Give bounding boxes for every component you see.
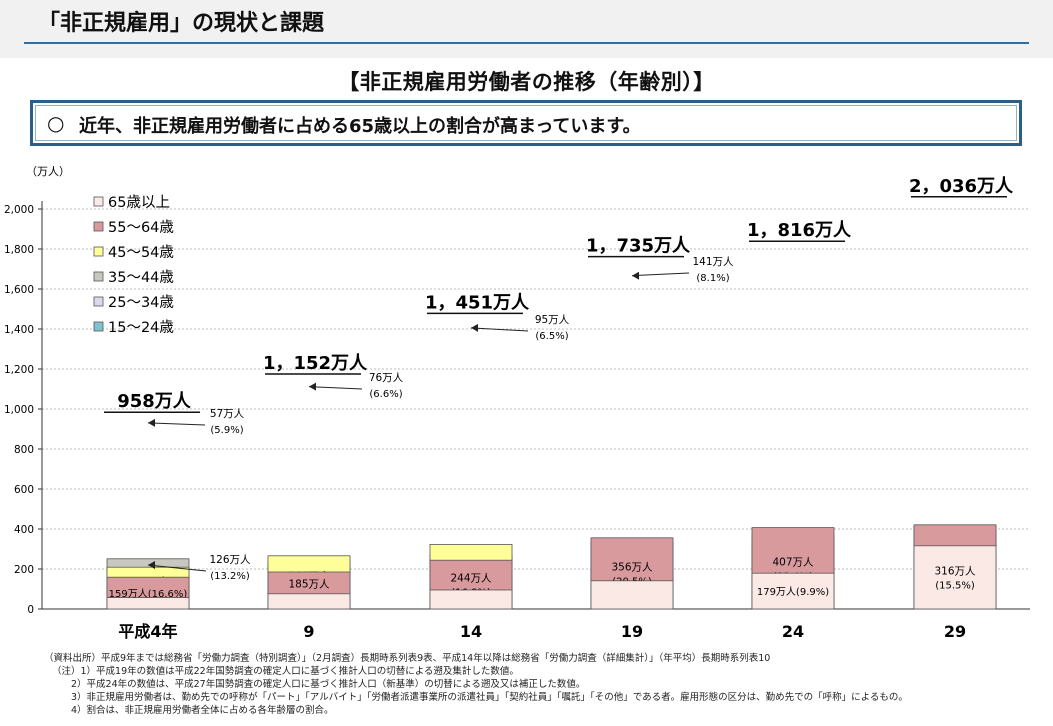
arrow-icon xyxy=(471,323,478,332)
bar-segment xyxy=(590,580,674,610)
note-4: 4）割合は、非正規雇用労働者全体に占める各年齢層の割合。 xyxy=(71,705,334,716)
y-tick-label: 1,200 xyxy=(4,364,34,376)
legend-label: 65歳以上 xyxy=(108,194,170,211)
bar-segment xyxy=(913,545,997,610)
note-source: （資料出所）平成9年までは総務省「労働力調査（特別調査）」（2月調査）長期時系列… xyxy=(44,653,771,664)
callout-label: 76万人 xyxy=(369,372,404,384)
data-label: 244万人 xyxy=(450,573,492,585)
callout-label-pct: (13.2%) xyxy=(210,571,250,582)
chart-heading: 【非正規雇用労働者の推移（年齢別）】 xyxy=(338,70,715,94)
bar-segment xyxy=(267,593,351,610)
total-label: 958万人 xyxy=(117,391,192,412)
arrow-icon xyxy=(148,418,155,427)
y-tick-label: 400 xyxy=(14,524,34,536)
callout-label-pct: (5.9%) xyxy=(210,425,243,436)
callout-label-pct: (6.5%) xyxy=(535,331,568,342)
data-label-pct: (15.5%) xyxy=(935,580,975,591)
callout-line xyxy=(147,422,206,426)
callout-line xyxy=(308,386,363,390)
x-tick-label: 19 xyxy=(621,622,643,641)
page-title: 「非正規雇用」の現状と課題 xyxy=(24,6,1029,44)
y-tick-label: 1,800 xyxy=(4,244,34,256)
circle-bullet-icon: ○ xyxy=(47,111,65,135)
key-point-box: ○ 近年、非正規雇用労働者に占める65歳以上の割合が高まっています。 xyxy=(30,100,1022,146)
legend-swatch xyxy=(93,221,104,232)
data-label: 179万人(9.9%) xyxy=(757,586,829,598)
callout-label: 141万人 xyxy=(692,256,734,268)
arrow-icon xyxy=(309,382,316,391)
callout-line xyxy=(631,272,690,277)
y-tick-label: 200 xyxy=(14,564,34,576)
legend-label: 25～34歳 xyxy=(108,294,174,311)
legend-swatch xyxy=(93,246,104,257)
data-label: 159万人(16.6%) xyxy=(109,588,188,600)
callout-line xyxy=(147,564,207,572)
legend-label: 45～54歳 xyxy=(108,244,174,261)
callout-line xyxy=(470,327,529,332)
callout-label: 95万人 xyxy=(535,314,570,326)
source-notes: （資料出所）平成9年までは総務省「労働力調査（特別調査）」（2月調査）長期時系列… xyxy=(44,652,1034,717)
x-tick-label: 24 xyxy=(782,622,804,641)
callout-label-pct: (8.1%) xyxy=(696,273,729,284)
y-tick-label: 2,000 xyxy=(4,204,34,216)
arrow-icon xyxy=(632,271,639,280)
legend-swatch xyxy=(93,196,104,207)
note-1: （注）1）平成19年の数値は平成22年国勢調査の確定人口に基づく推計人口の切替に… xyxy=(52,666,519,677)
data-label: 316万人 xyxy=(934,565,976,577)
total-label: 1，816万人 xyxy=(747,220,852,241)
bar-segment xyxy=(751,572,835,610)
data-label: 185万人 xyxy=(288,579,330,591)
key-point-text: 近年、非正規雇用労働者に占める65歳以上の割合が高まっています。 xyxy=(79,116,641,137)
stacked-bar-chart: （万人） 0 200 400 600 800 1,000 1,200 1,400 1,600 1,8… xyxy=(4,165,1030,641)
note-3: 3）非正規雇用労働者は、勤め先での呼称が「パート」「アルバイト」「労働者派遣事業… xyxy=(71,692,908,703)
y-unit-label: （万人） xyxy=(26,165,70,178)
y-tick-label: 1,400 xyxy=(4,324,34,336)
legend-swatch xyxy=(93,296,104,307)
callout-label-pct: (6.6%) xyxy=(369,389,402,400)
bar-segment xyxy=(106,597,190,610)
y-tick-label: 1,600 xyxy=(4,284,34,296)
y-tick-label: 1,000 xyxy=(4,404,34,416)
data-label: 356万人 xyxy=(611,561,653,573)
x-tick-label: 9 xyxy=(303,622,314,641)
legend-label: 35～44歳 xyxy=(108,269,174,286)
callout-label: 57万人 xyxy=(210,408,245,420)
x-tick-label: 14 xyxy=(460,622,482,641)
callout-label: 126万人 xyxy=(209,554,251,566)
y-tick-label: 600 xyxy=(14,484,34,496)
legend-swatch xyxy=(93,321,104,332)
total-label: 1，451万人 xyxy=(425,292,530,313)
legend-label: 15～24歳 xyxy=(108,319,174,336)
legend-swatch xyxy=(93,271,104,282)
x-tick-label: 平成4年 xyxy=(118,622,177,641)
data-label: 407万人 xyxy=(772,556,814,568)
y-tick-label: 800 xyxy=(14,444,34,456)
arrow-icon xyxy=(148,561,155,569)
legend-label: 55～64歳 xyxy=(108,219,174,236)
x-tick-label: 29 xyxy=(944,622,966,641)
total-label: 1，152万人 xyxy=(263,353,368,374)
total-label: 1，735万人 xyxy=(586,236,691,257)
bar-segment xyxy=(429,589,513,610)
total-label: 2，036万人 xyxy=(909,176,1014,197)
title-band xyxy=(0,0,1053,58)
note-2: 2）平成24年の数値は、平成27年国勢調査の確定人口に基づく推計人口（新基準）の… xyxy=(71,679,586,690)
y-tick-label: 0 xyxy=(27,604,34,616)
